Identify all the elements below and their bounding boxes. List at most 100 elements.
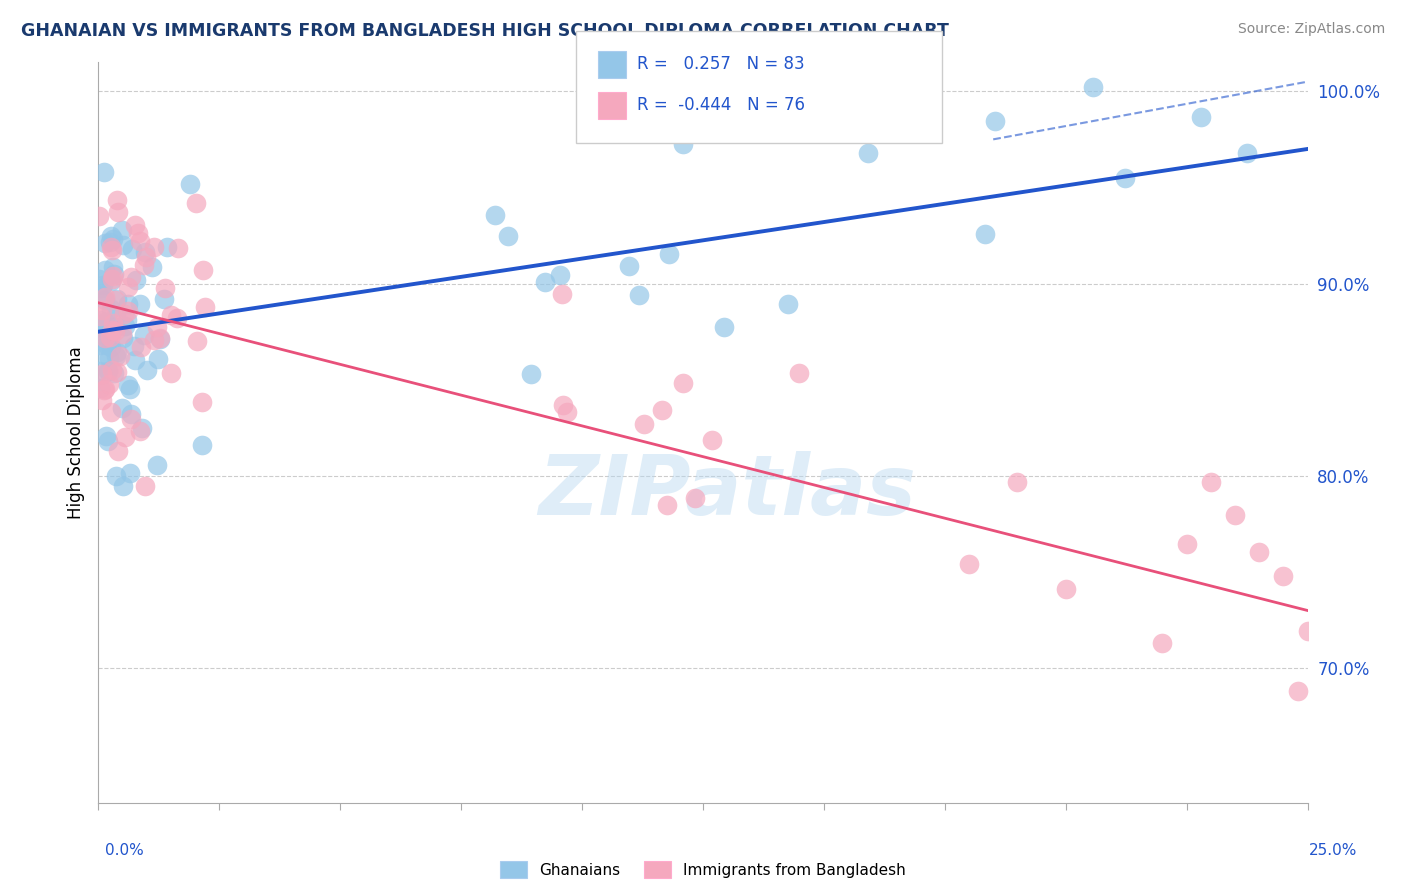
Point <box>105 292 128 306</box>
Point <box>1114 171 1136 186</box>
Point <box>1249 545 1271 559</box>
Point <box>167 241 190 255</box>
Point <box>658 246 681 260</box>
Point <box>700 433 723 447</box>
Point <box>117 304 139 318</box>
Point <box>100 340 122 354</box>
Point <box>105 366 128 380</box>
Point <box>89 209 111 223</box>
Point <box>1296 624 1319 638</box>
Point <box>96 338 118 352</box>
Point <box>520 367 543 381</box>
Point <box>94 429 117 443</box>
Point <box>87 288 110 302</box>
Point <box>94 330 117 344</box>
Text: R =  -0.444   N = 76: R = -0.444 N = 76 <box>637 96 804 114</box>
Point <box>1286 683 1309 698</box>
Point <box>97 351 120 365</box>
Text: 25.0%: 25.0% <box>1309 843 1357 858</box>
Point <box>94 290 117 304</box>
Point <box>103 267 125 281</box>
Point <box>129 234 152 248</box>
Point <box>111 327 134 342</box>
Point <box>110 350 132 364</box>
Point <box>534 275 557 289</box>
Point <box>672 376 695 390</box>
Point <box>496 229 519 244</box>
Point <box>120 407 142 421</box>
Text: Source: ZipAtlas.com: Source: ZipAtlas.com <box>1237 22 1385 37</box>
Point <box>548 268 571 282</box>
Point <box>91 278 114 293</box>
Point <box>1199 475 1222 489</box>
Point <box>136 363 159 377</box>
Point <box>91 367 114 381</box>
Point <box>98 377 121 392</box>
Point <box>1054 582 1077 596</box>
Text: ZIPatlas: ZIPatlas <box>538 451 917 533</box>
Point <box>160 308 183 322</box>
Point <box>1223 508 1246 522</box>
Point <box>114 319 136 334</box>
Point <box>100 404 122 418</box>
Point <box>1272 569 1295 583</box>
Point <box>118 382 141 396</box>
Point <box>551 398 574 412</box>
Point <box>191 394 214 409</box>
Point <box>101 243 124 257</box>
Text: R =   0.257   N = 83: R = 0.257 N = 83 <box>637 55 804 73</box>
Point <box>97 434 120 448</box>
Point <box>93 383 115 397</box>
Point <box>132 328 155 343</box>
Point <box>149 332 172 346</box>
Point <box>90 321 112 335</box>
Point <box>146 458 169 473</box>
Point <box>141 260 163 275</box>
Point <box>166 311 188 326</box>
Point <box>124 353 146 368</box>
Point <box>117 377 139 392</box>
Point <box>484 208 506 222</box>
Point <box>103 367 125 381</box>
Point <box>683 491 706 505</box>
Point <box>104 293 127 308</box>
Point <box>1189 110 1212 124</box>
Point <box>156 239 179 253</box>
Point <box>124 219 146 233</box>
Point <box>101 269 124 284</box>
Point <box>152 292 174 306</box>
Point <box>957 558 980 572</box>
Point <box>94 315 117 329</box>
Point <box>101 316 124 330</box>
Point <box>153 280 176 294</box>
Point <box>115 313 138 327</box>
Point <box>134 258 156 272</box>
Point <box>112 479 135 493</box>
Point <box>89 337 111 351</box>
Point <box>104 349 127 363</box>
Point <box>112 331 135 345</box>
Point <box>89 364 111 378</box>
Point <box>120 466 142 480</box>
Point <box>104 324 127 338</box>
Point <box>121 242 143 256</box>
Point <box>89 313 111 327</box>
Point <box>105 344 128 359</box>
Point <box>787 366 810 380</box>
Point <box>551 286 574 301</box>
Point <box>651 403 673 417</box>
Point <box>672 137 695 152</box>
Point <box>134 245 156 260</box>
Point <box>104 469 127 483</box>
Point <box>713 320 735 334</box>
Point <box>776 297 799 311</box>
Point <box>98 330 121 344</box>
Point <box>193 263 215 277</box>
Point <box>94 235 117 250</box>
Point <box>655 498 678 512</box>
Point <box>120 411 142 425</box>
Point <box>100 274 122 288</box>
Point <box>145 320 167 334</box>
Point <box>101 323 124 337</box>
Point <box>100 301 122 316</box>
